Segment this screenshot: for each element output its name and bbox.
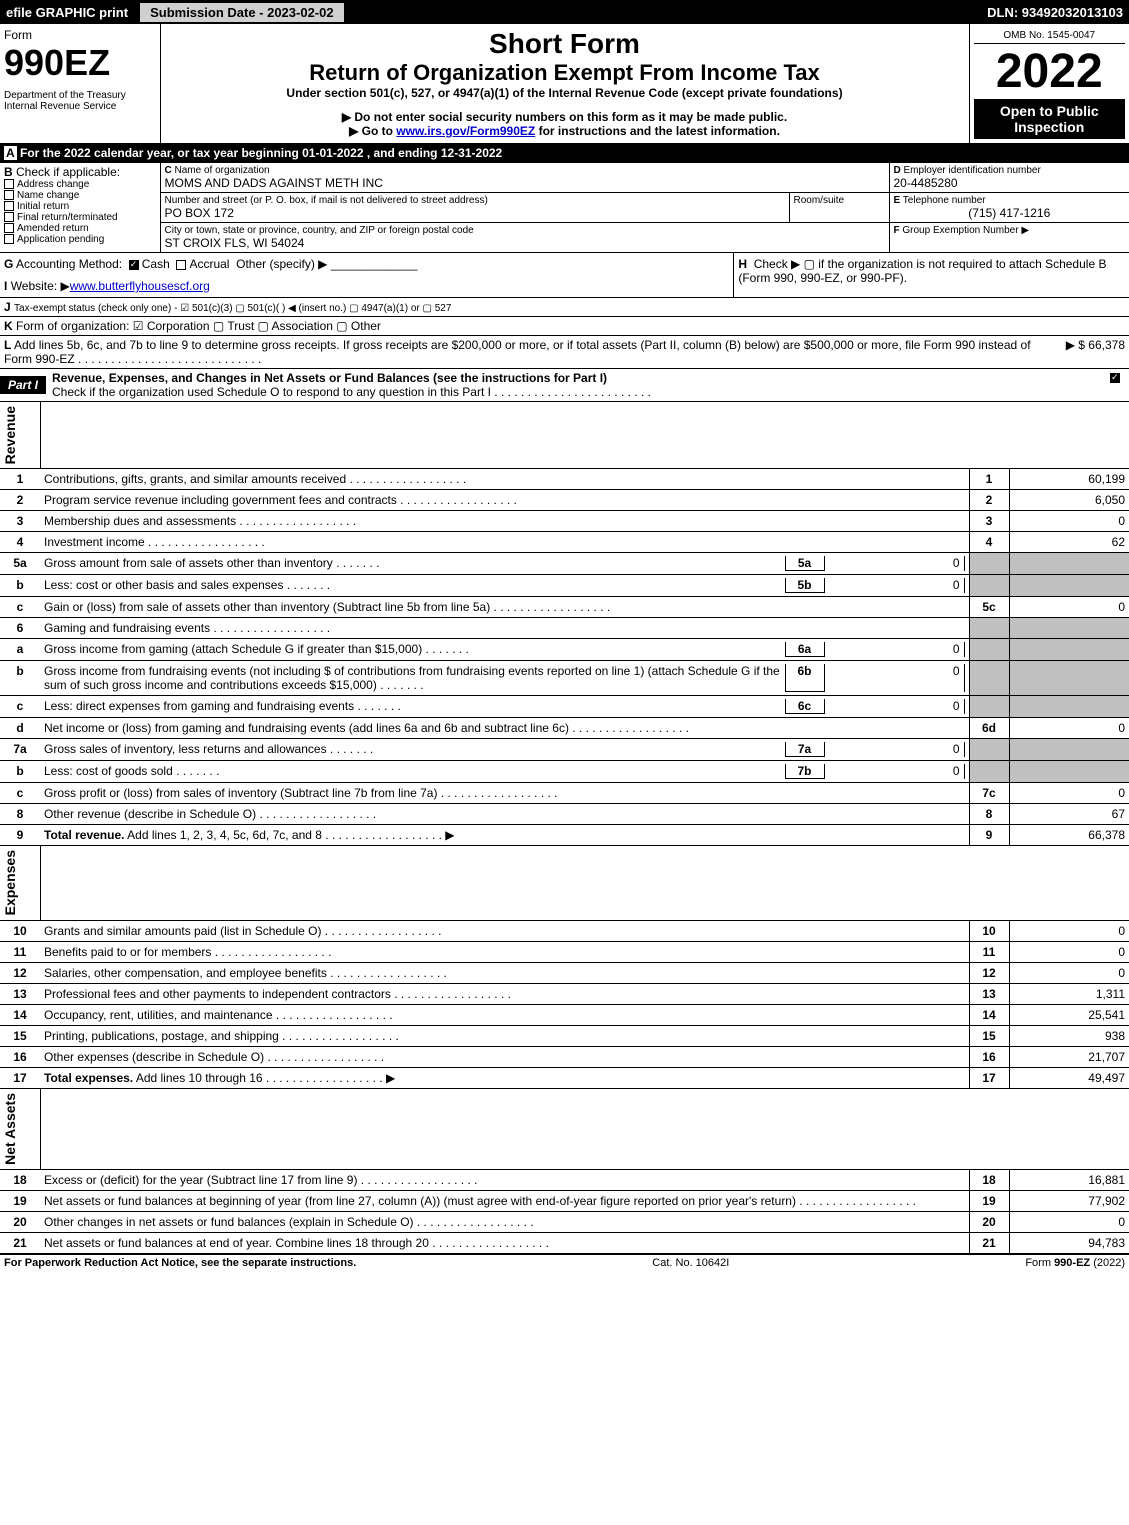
footer: For Paperwork Reduction Act Notice, see … — [0, 1254, 1129, 1271]
line-4: 4Investment income . . . . . . . . . . .… — [0, 532, 1129, 553]
ein-lbl: Employer identification number — [904, 165, 1041, 176]
line-21: 21Net assets or fund balances at end of … — [0, 1232, 1129, 1253]
netassets-label: Net Assets — [0, 1089, 20, 1169]
gross-receipts: ▶ $ 66,378 — [1060, 338, 1125, 366]
netassets-table: Net Assets 18Excess or (deficit) for the… — [0, 1088, 1129, 1254]
line-20: 20Other changes in net assets or fund ba… — [0, 1211, 1129, 1232]
room-lbl: Room/suite — [794, 195, 885, 206]
expenses-label: Expenses — [0, 846, 20, 919]
dept-label: Department of the Treasury Internal Reve… — [4, 90, 156, 112]
city-lbl: City or town, state or province, country… — [165, 225, 885, 236]
open-public: Open to Public Inspection — [974, 99, 1126, 139]
line-7a: 7aGross sales of inventory, less returns… — [0, 739, 1129, 761]
expenses-table: Expenses 10Grants and similar amounts pa… — [0, 845, 1129, 1087]
line-17: 17Total expenses. Add lines 10 through 1… — [0, 1067, 1129, 1088]
line-j: J Tax-exempt status (check only one) - ☑… — [0, 297, 1129, 316]
line-10: 10Grants and similar amounts paid (list … — [0, 920, 1129, 941]
part-i-title: Revenue, Expenses, and Changes in Net As… — [52, 371, 607, 385]
note-goto: ▶ Go to www.irs.gov/Form990EZ for instru… — [165, 124, 965, 138]
b-opt-3[interactable]: Final return/terminated — [4, 212, 156, 223]
line-l: L Add lines 5b, 6c, and 7b to line 9 to … — [0, 335, 1129, 368]
omb: OMB No. 1545-0047 — [974, 28, 1126, 44]
line-g: G Accounting Method: Cash Accrual Other … — [4, 257, 729, 271]
tax-year: 2022 — [974, 44, 1126, 99]
c-name-lbl: Name of organization — [175, 165, 270, 176]
line-1: 1Contributions, gifts, grants, and simil… — [0, 469, 1129, 490]
line-3: 3Membership dues and assessments . . . .… — [0, 511, 1129, 532]
line-11: 11Benefits paid to or for members . . . … — [0, 941, 1129, 962]
revenue-label: Revenue — [0, 402, 20, 468]
line-b: bLess: cost of goods sold . . . . . . .7… — [0, 761, 1129, 783]
dln: DLN: 93492032013103 — [987, 5, 1129, 20]
note-ssn: ▶ Do not enter social security numbers o… — [165, 110, 965, 124]
title-short-form: Short Form — [165, 28, 965, 60]
footer-right: Form 990-EZ (2022) — [1025, 1257, 1125, 1269]
b-opt-2[interactable]: Initial return — [4, 201, 156, 212]
phone: (715) 417-1216 — [894, 206, 1126, 220]
website-link[interactable]: www.butterflyhousescf.org — [70, 279, 210, 293]
phone-lbl: Telephone number — [903, 195, 986, 206]
line-a: A For the 2022 calendar year, or tax yea… — [0, 143, 1129, 163]
title-return: Return of Organization Exempt From Incom… — [165, 60, 965, 86]
line-16: 16Other expenses (describe in Schedule O… — [0, 1046, 1129, 1067]
top-bar: efile GRAPHIC print Submission Date - 20… — [0, 0, 1129, 24]
line-13: 13Professional fees and other payments t… — [0, 983, 1129, 1004]
form-label: Form — [4, 28, 156, 42]
org-street: PO BOX 172 — [165, 206, 785, 220]
title-under: Under section 501(c), 527, or 4947(a)(1)… — [165, 86, 965, 100]
b-opt-4[interactable]: Amended return — [4, 223, 156, 234]
line-c: cLess: direct expenses from gaming and f… — [0, 696, 1129, 718]
b-opt-5[interactable]: Application pending — [4, 234, 156, 245]
street-lbl: Number and street (or P. O. box, if mail… — [165, 195, 785, 206]
form-number: 990EZ — [4, 42, 156, 84]
line-b: bLess: cost or other basis and sales exp… — [0, 575, 1129, 597]
line-a: aGross income from gaming (attach Schedu… — [0, 639, 1129, 661]
b-opt-1[interactable]: Name change — [4, 190, 156, 201]
footer-left: For Paperwork Reduction Act Notice, see … — [4, 1257, 356, 1269]
schedule-o-check[interactable] — [1110, 373, 1120, 383]
line-14: 14Occupancy, rent, utilities, and mainte… — [0, 1004, 1129, 1025]
line-9: 9Total revenue. Add lines 1, 2, 3, 4, 5c… — [0, 825, 1129, 846]
submission-date: Submission Date - 2023-02-02 — [140, 3, 344, 22]
ein: 20-4485280 — [894, 176, 1126, 190]
line-18: 18Excess or (deficit) for the year (Subt… — [0, 1169, 1129, 1190]
line-d: dNet income or (loss) from gaming and fu… — [0, 718, 1129, 739]
line-c: cGain or (loss) from sale of assets othe… — [0, 597, 1129, 618]
line-k: K Form of organization: ☑ Corporation ▢ … — [0, 316, 1129, 335]
line-c: cGross profit or (loss) from sales of in… — [0, 783, 1129, 804]
line-8: 8Other revenue (describe in Schedule O) … — [0, 804, 1129, 825]
line-a-text: For the 2022 calendar year, or tax year … — [20, 146, 502, 160]
group-exempt-lbl: Group Exemption Number ▶ — [902, 225, 1029, 236]
org-city: ST CROIX FLS, WI 54024 — [165, 236, 885, 250]
line-19: 19Net assets or fund balances at beginni… — [0, 1190, 1129, 1211]
line-i: I Website: ▶www.butterflyhousescf.org — [4, 279, 729, 293]
efile-label: efile GRAPHIC print — [0, 5, 134, 20]
b-opt-0[interactable]: Address change — [4, 179, 156, 190]
goto-post: for instructions and the latest informat… — [535, 124, 780, 138]
goto-pre: ▶ Go to — [349, 124, 396, 138]
b-label: B Check if applicable: — [4, 165, 156, 179]
line-5a: 5aGross amount from sale of assets other… — [0, 553, 1129, 575]
part-i-label: Part I — [0, 376, 46, 394]
line-6: 6Gaming and fundraising events . . . . .… — [0, 618, 1129, 639]
line-b: bGross income from fundraising events (n… — [0, 661, 1129, 696]
line-12: 12Salaries, other compensation, and empl… — [0, 962, 1129, 983]
part-i-check: Check if the organization used Schedule … — [52, 385, 491, 399]
line-15: 15Printing, publications, postage, and s… — [0, 1025, 1129, 1046]
org-name: MOMS AND DADS AGAINST METH INC — [165, 176, 885, 190]
footer-mid: Cat. No. 10642I — [652, 1257, 729, 1269]
irs-link[interactable]: www.irs.gov/Form990EZ — [396, 124, 535, 138]
line-2: 2Program service revenue including gover… — [0, 490, 1129, 511]
line-h: H Check ▶ ▢ if the organization is not r… — [738, 257, 1125, 285]
revenue-table: Revenue 1Contributions, gifts, grants, a… — [0, 402, 1129, 845]
